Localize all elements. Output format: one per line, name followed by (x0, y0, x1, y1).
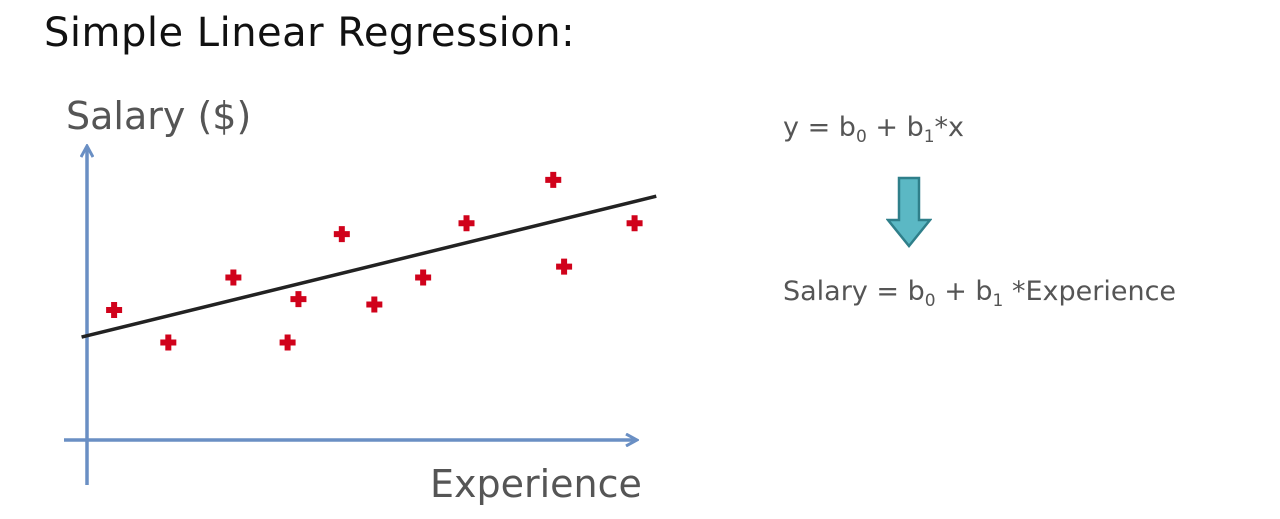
data-point-5 (290, 291, 307, 308)
data-point-6 (333, 226, 350, 243)
data-point-10 (545, 171, 562, 188)
scatter-plot (64, 0, 657, 485)
data-point-2 (160, 334, 177, 351)
x-axis-label: Experience (430, 462, 642, 506)
regression-line (81, 194, 657, 339)
down-arrow-icon (886, 176, 932, 248)
salary-formula: Salary = b0 + b1 *Experience (783, 276, 1177, 311)
data-point-9 (458, 215, 475, 232)
data-points (106, 171, 643, 351)
data-point-3 (225, 269, 242, 286)
data-point-12 (626, 215, 643, 232)
data-point-1 (106, 301, 123, 318)
data-point-8 (415, 269, 432, 286)
data-point-4 (279, 334, 296, 351)
data-point-11 (556, 258, 573, 275)
general-formula: y = b0 + b1*x (783, 112, 965, 147)
y-axis-label: Salary ($) (66, 94, 252, 138)
page-title: Simple Linear Regression: (44, 10, 576, 56)
data-point-7 (366, 296, 383, 313)
